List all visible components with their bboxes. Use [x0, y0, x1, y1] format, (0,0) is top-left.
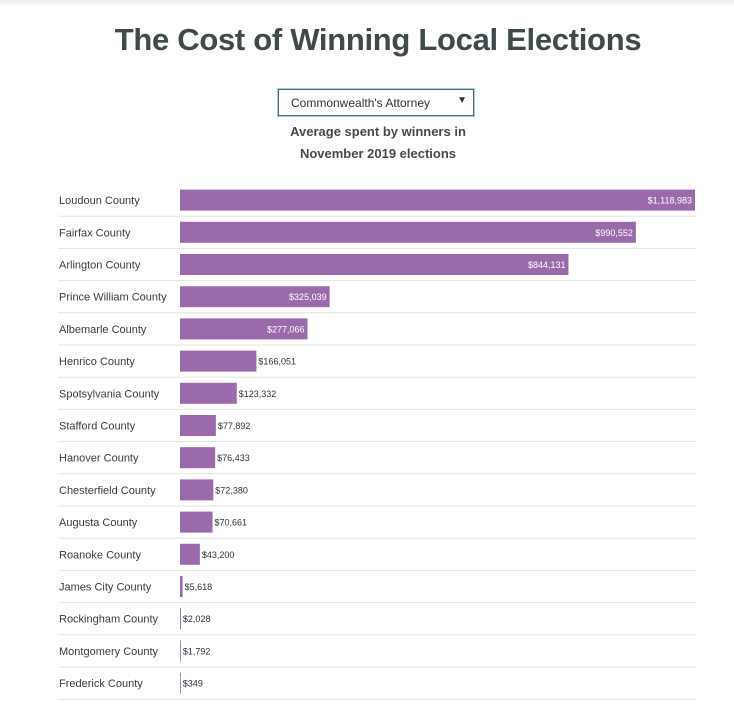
- chevron-down-icon: ▼: [457, 95, 467, 106]
- value-label: $166,051: [258, 357, 296, 367]
- bar: [180, 415, 216, 436]
- category-label: Rockingham County: [59, 614, 159, 626]
- category-label: Henrico County: [59, 356, 135, 368]
- value-label: $277,066: [267, 324, 305, 334]
- category-label: Augusta County: [59, 517, 138, 529]
- bar: [180, 382, 237, 404]
- bar: [180, 350, 257, 372]
- chart-subtitle-line2: November 2019 elections: [299, 146, 457, 161]
- category-label: Albemarle County: [59, 324, 147, 336]
- value-label: $844,131: [528, 260, 566, 270]
- value-label: $325,039: [289, 292, 327, 302]
- bar: [180, 543, 200, 565]
- value-label: $5,618: [185, 582, 213, 592]
- value-label: $1,792: [183, 646, 211, 656]
- category-label: James City County: [59, 582, 152, 594]
- value-label: $2,028: [183, 614, 211, 624]
- bar: [180, 640, 181, 662]
- value-label: $1,118,983: [648, 196, 692, 206]
- bar: [180, 576, 183, 597]
- bar: [180, 286, 330, 308]
- top-shadow: [0, 0, 734, 6]
- category-label: Prince William County: [59, 292, 167, 304]
- category-label: Spotsylvania County: [59, 388, 160, 400]
- value-label: $77,892: [218, 421, 251, 431]
- bar: [180, 221, 636, 243]
- category-label: Chesterfield County: [59, 485, 156, 497]
- bar: [180, 447, 216, 469]
- value-label: $43,200: [202, 550, 235, 560]
- bar: [180, 672, 181, 694]
- value-label: $349: [183, 679, 203, 689]
- value-label: $123,332: [239, 389, 277, 399]
- category-label: Montgomery County: [59, 646, 159, 658]
- category-label: Roanoke County: [59, 549, 141, 561]
- value-label: $76,433: [217, 453, 250, 463]
- office-select-value: Commonwealth's Attorney: [291, 96, 431, 110]
- bar: [180, 318, 308, 340]
- category-label: Arlington County: [59, 260, 141, 272]
- bar: [180, 189, 695, 211]
- bar: [180, 511, 213, 533]
- office-select[interactable]: Commonwealth's Attorney ▼: [278, 89, 474, 116]
- bar: [180, 254, 569, 275]
- bar: [180, 479, 214, 501]
- bar: [180, 608, 181, 630]
- category-label: Loudoun County: [59, 195, 140, 207]
- category-label: Hanover County: [59, 453, 139, 465]
- value-label: $990,552: [595, 228, 633, 238]
- value-label: $72,380: [215, 485, 248, 495]
- chart-subtitle-line1: Average spent by winners in: [290, 124, 466, 139]
- value-label: $70,661: [215, 518, 248, 528]
- category-label: Frederick County: [59, 678, 143, 690]
- category-label: Stafford County: [59, 421, 136, 433]
- category-label: Fairfax County: [59, 227, 131, 239]
- page-title: The Cost of Winning Local Elections: [114, 22, 642, 57]
